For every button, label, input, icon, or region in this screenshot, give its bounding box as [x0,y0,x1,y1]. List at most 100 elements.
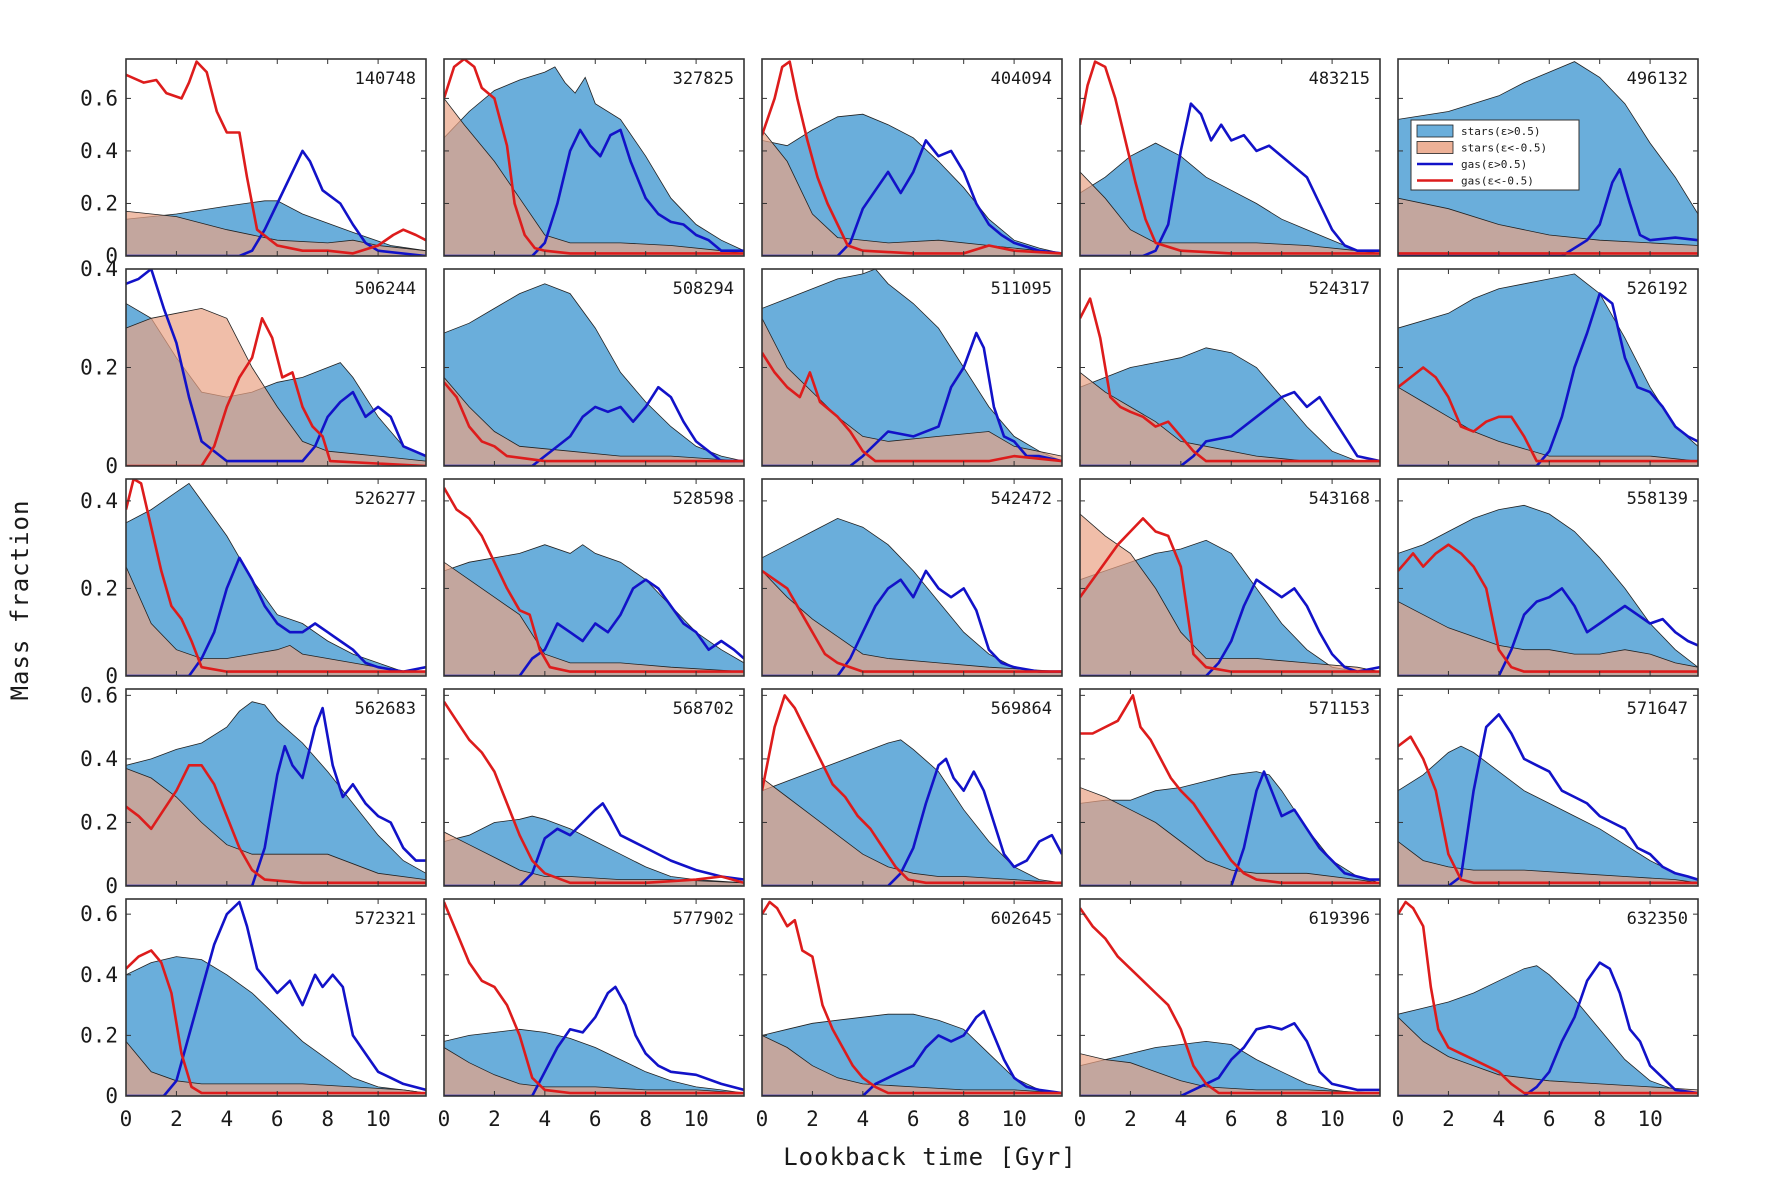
legend: stars(ε>0.5) stars(ε<-0.5) gas(ε>0.5) gas(ε… [1410,119,1580,191]
panel-558139: 558139 [1397,478,1699,677]
panel-frame [1079,898,1381,1097]
panel-plot-area [762,60,1062,256]
panel-plot-area [1080,907,1380,1096]
stars-neg-area [1398,601,1698,676]
panel-526192: 526192 [1397,268,1699,467]
gas-neg-line [762,60,1062,255]
panel-plot-area [126,479,426,676]
panel-frame [443,58,745,257]
y-axis-label: Mass fraction [6,500,34,701]
gas-neg-line [126,60,426,255]
panel-plot-area [762,900,1062,1096]
panel-frame [1079,58,1381,257]
gas-pos-line [1398,168,1698,256]
gas-pos-line [1398,292,1698,466]
y-tick-label: 0 [105,664,118,688]
panel-id-label: 602645 [991,909,1052,929]
gas-neg-line [1080,517,1380,673]
y-tick-label: 0.4 [80,963,118,987]
panel-frame [125,898,427,1097]
x-tick-label: 4 [1175,1107,1188,1131]
panel-plot-area [1398,713,1698,886]
gas-neg-line [126,949,426,1095]
panel-id-label: 562683 [355,699,416,719]
gas-neg-line [444,59,744,255]
x-tick-label: 4 [1493,1107,1506,1131]
panel-id-label: 404094 [991,69,1052,89]
panel-id-label: 571647 [1627,699,1688,719]
panel-id-label: 483215 [1309,69,1370,89]
stars-neg-area [444,376,744,466]
y-tick-label: 0.6 [80,902,118,926]
gas-pos-line [126,149,426,256]
stars-neg-area [444,561,744,676]
gas-pos-line [1080,102,1380,256]
gas-neg-line [126,479,426,673]
panel-id-label: 528598 [673,489,734,509]
legend-swatch [1416,124,1454,138]
panel-id-label: 524317 [1309,279,1370,299]
stars-pos-area [444,1028,744,1096]
x-tick-label: 8 [639,1107,652,1131]
x-tick-label: 10 [683,1107,708,1131]
gas-pos-line [1398,961,1698,1096]
panel-568702: 568702 [443,688,745,887]
gas-pos-line [1398,587,1698,676]
gas-pos-line [762,757,1062,886]
gas-pos-line [1398,713,1698,886]
gas-neg-line [1080,694,1380,885]
panel-524317: 524317 [1079,268,1381,467]
panel-plot-area [444,901,744,1096]
panel-plot-area [1398,273,1698,466]
gas-neg-line [762,351,1062,463]
panel-frame [761,898,1063,1097]
legend-swatch [1416,141,1454,154]
panel-frame [125,58,427,257]
y-tick-label: 0.4 [80,747,118,771]
y-tick-label: 0.4 [80,139,118,163]
panel-569864: 569864 [761,688,1063,887]
panel-plot-area [1398,504,1698,676]
gas-neg-line [444,901,744,1095]
gas-pos-line [126,556,426,676]
panel-508294: 508294 [443,268,745,467]
gas-pos-line [126,706,426,886]
panel-plot-area [1080,60,1380,256]
gas-pos-line [762,139,1062,256]
y-tick-label: 0.2 [80,576,118,600]
gas-pos-line [444,578,744,676]
y-tick-label: 0.4 [80,257,118,281]
gas-neg-line [1398,900,1698,1095]
stars-neg-area [762,1034,1062,1096]
panel-327825: 327825 [443,58,745,257]
panel-frame [761,58,1063,257]
stars-neg-area [1080,513,1380,676]
panel-528598: 528598 [443,478,745,677]
x-tick-label: 6 [271,1107,284,1131]
panel-frame [1397,898,1699,1097]
stars-neg-area [1398,386,1698,466]
gas-neg-line [762,900,1062,1095]
panel-id-label: 572321 [355,909,416,929]
panel-frame [1397,58,1699,257]
x-tick-label: 0 [1074,1107,1087,1131]
panel-id-label: 632350 [1627,909,1688,929]
x-tick-label: 8 [321,1107,334,1131]
legend-label: stars(ε<-0.5) [1461,142,1547,155]
x-axis-label: Lookback time [Gyr] [783,1143,1077,1171]
panel-id-label: 496132 [1627,69,1688,89]
panel-frame [761,688,1063,887]
y-tick-label: 0.2 [80,1023,118,1047]
stars-neg-area [444,1047,744,1096]
panel-511095: 511095 [761,268,1063,467]
x-tick-label: 0 [756,1107,769,1131]
gas-pos-line [762,569,1062,676]
panel-plot-area [762,269,1062,466]
panel-id-label: 577902 [673,909,734,929]
panel-plot-area [126,900,426,1096]
gas-pos-line [762,331,1062,466]
panels: 0 0.2 0.4 0.6 140748 327825 404094 483215 496132… [80,58,1699,1131]
x-tick-label: 10 [1001,1107,1026,1131]
panel-plot-area [1080,297,1380,466]
x-tick-label: 2 [170,1107,183,1131]
